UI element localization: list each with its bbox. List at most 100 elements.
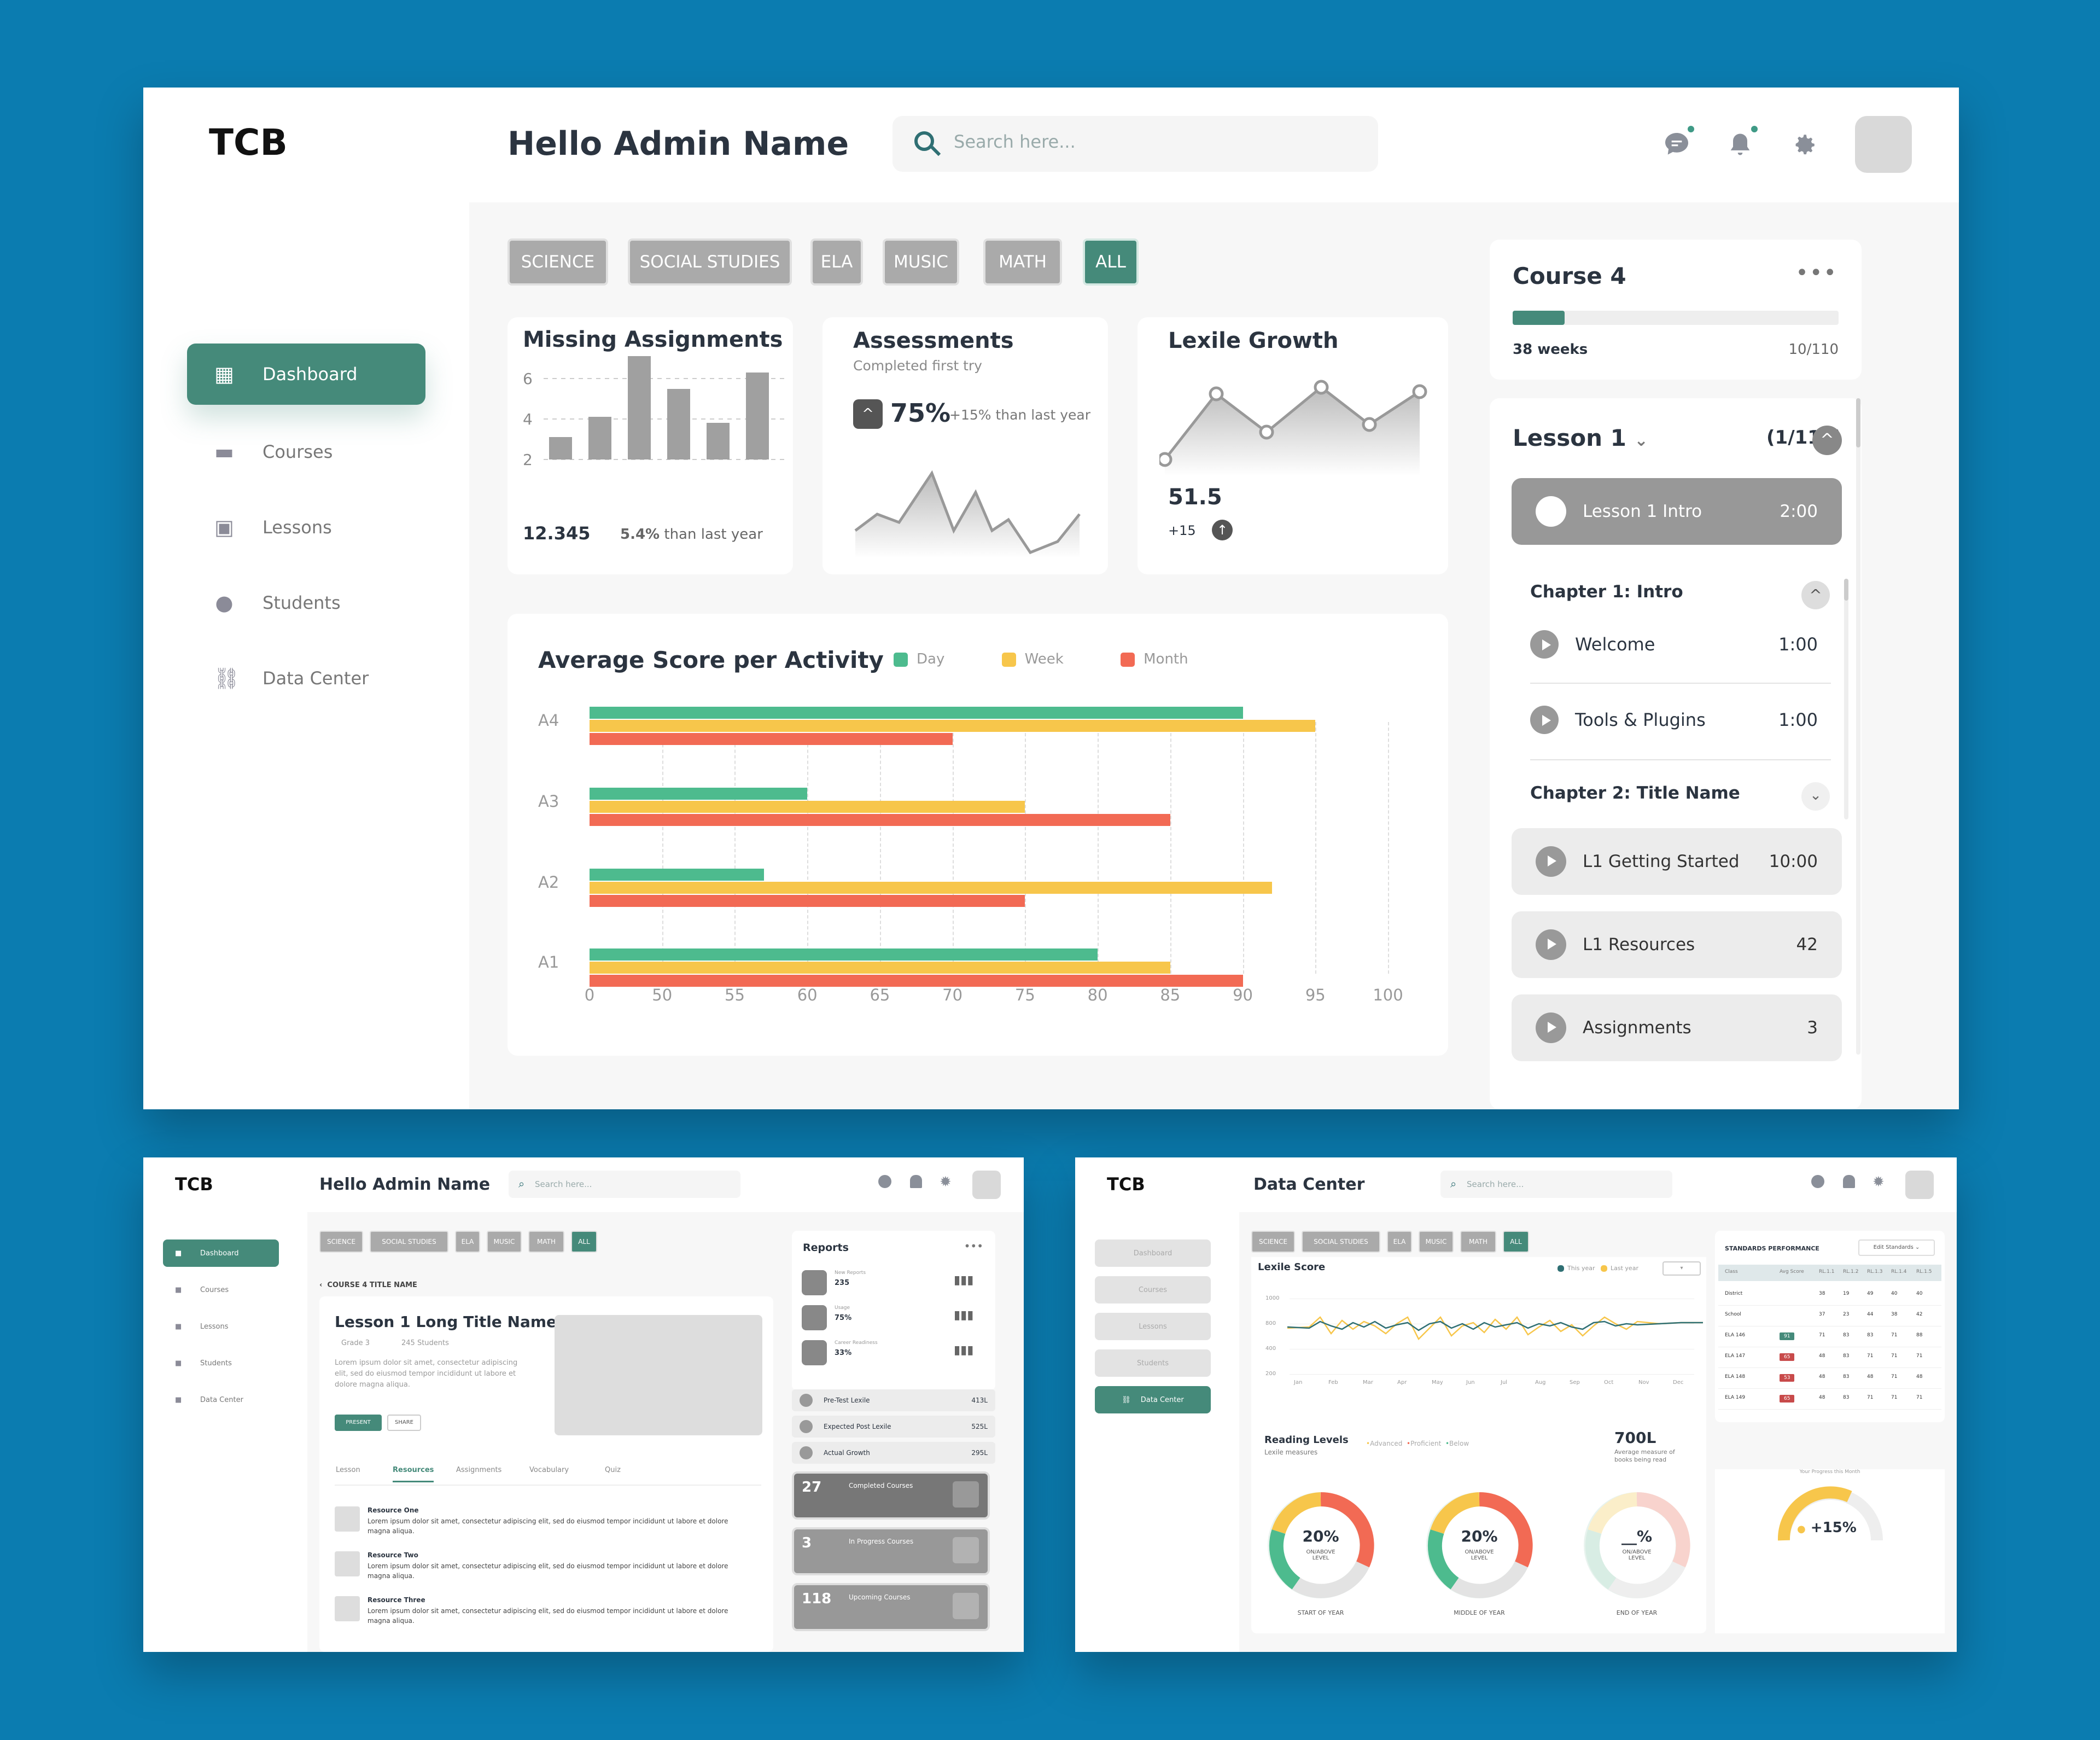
sidebar-item-data-center[interactable]: ■ Data Center — [163, 1386, 279, 1413]
chevron-down-icon[interactable]: ⌄ — [1801, 782, 1830, 811]
avatar[interactable] — [1905, 1171, 1934, 1199]
sidebar-item-students[interactable]: ■ Students — [163, 1349, 279, 1377]
resource-title[interactable]: Resource Three — [368, 1596, 425, 1604]
share-button[interactable]: SHARE — [387, 1415, 421, 1431]
filter-chip-math[interactable]: MATH — [983, 238, 1062, 286]
sidebar-item-lessons[interactable]: ▣ Lessons — [187, 497, 425, 558]
filter-chip-math[interactable]: MATH — [1460, 1231, 1496, 1253]
filter-chip-all[interactable]: ALL — [1503, 1231, 1529, 1253]
edit-standards-button[interactable]: Edit Standards ⌄ — [1858, 1239, 1935, 1256]
avatar[interactable] — [1855, 116, 1912, 173]
logo[interactable]: TCB — [175, 1174, 213, 1195]
filter-chip-ela[interactable]: ELA — [455, 1231, 480, 1253]
sidebar-item-students[interactable]: ● Students — [187, 572, 425, 633]
search-input[interactable]: ⌕ Search here... — [509, 1171, 740, 1198]
breadcrumb[interactable]: ‹ COURSE 4 TITLE NAME — [319, 1281, 417, 1289]
stat-card[interactable]: 3 In Progress Courses — [792, 1527, 990, 1575]
logo[interactable]: TCB — [209, 121, 288, 164]
filter-chip-social-studies[interactable]: SOCIAL STUDIES — [1302, 1231, 1380, 1253]
x-tick-label: 65 — [870, 986, 890, 1004]
resource-title[interactable]: Resource Two — [368, 1551, 418, 1559]
lexile-row[interactable]: Pre-Test Lexile 413L — [792, 1389, 995, 1411]
sidebar-item-label: Data Center — [262, 668, 369, 689]
sidebar-item-data-center[interactable]: ⛓ Data Center — [1095, 1386, 1211, 1413]
table-cell: ELA 149 — [1725, 1395, 1746, 1400]
grid-line — [1242, 722, 1244, 974]
sidebar-item-dashboard[interactable]: ▦ Dashboard — [187, 344, 425, 405]
avatar[interactable] — [972, 1171, 1001, 1199]
filter-chip-science[interactable]: SCIENCE — [1251, 1231, 1295, 1253]
page-title: Hello Admin Name — [508, 125, 849, 163]
gear-icon[interactable]: ✹ — [1872, 1174, 1885, 1190]
bar-day — [590, 788, 808, 800]
lesson-row-resources[interactable]: L1 Resources 42 — [1512, 911, 1842, 978]
search-icon — [914, 131, 934, 151]
sidebar-item-dashboard[interactable]: Dashboard — [1095, 1239, 1211, 1267]
table-cell: 42 — [1916, 1312, 1923, 1317]
sidebar-item-dashboard[interactable]: ■ Dashboard — [163, 1239, 279, 1267]
gear-icon[interactable]: ✹ — [940, 1174, 952, 1190]
chat-icon[interactable] — [1811, 1175, 1824, 1188]
lexile-row-value: 413L — [971, 1396, 988, 1404]
tab-resources[interactable]: Resources — [393, 1466, 434, 1482]
sidebar-item-students[interactable]: Students — [1095, 1349, 1211, 1377]
status-circle — [1536, 846, 1566, 877]
chapter-item-tools[interactable]: Tools & Plugins 1:00 — [1530, 703, 1831, 736]
filter-chip-math[interactable]: MATH — [528, 1231, 564, 1253]
resource-title[interactable]: Resource One — [368, 1506, 419, 1514]
lesson-title[interactable]: Lesson 1 ⌄ — [1513, 424, 1648, 451]
donut-chart — [1268, 1492, 1374, 1598]
more-options-icon[interactable]: ••• — [1795, 260, 1838, 286]
tab-divider — [335, 1485, 761, 1486]
chevron-up-icon[interactable]: ^ — [1801, 581, 1830, 609]
scrollbar[interactable] — [1844, 579, 1848, 819]
filter-chip-music[interactable]: MUSIC — [1419, 1231, 1454, 1253]
chat-icon[interactable] — [1661, 129, 1692, 160]
lesson-intro-row[interactable]: Lesson 1 Intro 2:00 — [1512, 478, 1842, 545]
tab-lesson[interactable]: Lesson — [336, 1466, 360, 1474]
year-dropdown[interactable]: ▾ — [1662, 1261, 1701, 1276]
chevron-up-icon[interactable]: ^ — [1812, 426, 1842, 455]
lexile-row[interactable]: Actual Growth 295L — [792, 1442, 995, 1464]
search-input[interactable]: Search here... — [892, 116, 1378, 172]
chat-icon[interactable] — [878, 1175, 891, 1188]
sidebar-item-data-center[interactable]: ⛓ Data Center — [187, 648, 425, 709]
resource-description: Lorem ipsum dolor sit amet, consectetur … — [368, 1562, 728, 1580]
sidebar-item-lessons[interactable]: Lessons — [1095, 1313, 1211, 1340]
search-input[interactable]: ⌕ Search here... — [1440, 1171, 1672, 1198]
sidebar-item-lessons[interactable]: ■ Lessons — [163, 1313, 279, 1340]
tab-vocabulary[interactable]: Vocabulary — [529, 1466, 569, 1474]
filter-chip-science[interactable]: SCIENCE — [319, 1231, 363, 1253]
logo[interactable]: TCB — [1107, 1174, 1145, 1195]
lesson-row-assignments[interactable]: Assignments 3 — [1512, 994, 1842, 1061]
bell-icon[interactable] — [1843, 1175, 1855, 1188]
more-options-icon[interactable]: ••• — [964, 1239, 983, 1253]
stat-card[interactable]: 118 Upcoming Courses — [792, 1583, 990, 1631]
sidebar-item-courses[interactable]: Courses — [1095, 1276, 1211, 1303]
gear-icon[interactable] — [1790, 131, 1818, 159]
lexile-row[interactable]: Expected Post Lexile 525L — [792, 1416, 995, 1438]
stat-card[interactable]: 27 Completed Courses — [792, 1471, 990, 1520]
lesson-card: Lesson 1 Long Title Name Grade 3 245 Stu… — [319, 1296, 773, 1652]
filter-chip-music[interactable]: MUSIC — [883, 238, 959, 286]
bell-icon[interactable] — [910, 1175, 922, 1188]
filter-chip-ela[interactable]: ELA — [1387, 1231, 1412, 1253]
outer-scrollbar[interactable] — [1856, 398, 1860, 1055]
tab-quiz[interactable]: Quiz — [605, 1466, 621, 1474]
filter-chip-ela[interactable]: ELA — [810, 238, 863, 286]
filter-chip-all[interactable]: ALL — [571, 1231, 597, 1253]
tab-assignments[interactable]: Assignments — [456, 1466, 502, 1474]
lesson-row-getting-started[interactable]: L1 Getting Started 10:00 — [1512, 828, 1842, 895]
sidebar-item-courses[interactable]: ▬ Courses — [187, 421, 425, 482]
filter-chip-all[interactable]: ALL — [1083, 238, 1139, 286]
filter-chip-science[interactable]: SCIENCE — [508, 238, 608, 286]
filter-chip-music[interactable]: MUSIC — [487, 1231, 522, 1253]
report-icon — [802, 1270, 827, 1295]
sidebar-item-courses[interactable]: ■ Courses — [163, 1276, 279, 1303]
filter-chip-social-studies[interactable]: SOCIAL STUDIES — [370, 1231, 448, 1253]
filter-chip-social-studies[interactable]: SOCIAL STUDIES — [628, 238, 792, 286]
chapter-item-welcome[interactable]: Welcome 1:00 — [1530, 628, 1831, 661]
present-button[interactable]: PRESENT — [335, 1415, 382, 1431]
row-value: 10:00 — [1769, 852, 1818, 871]
bell-icon[interactable] — [1726, 129, 1754, 160]
